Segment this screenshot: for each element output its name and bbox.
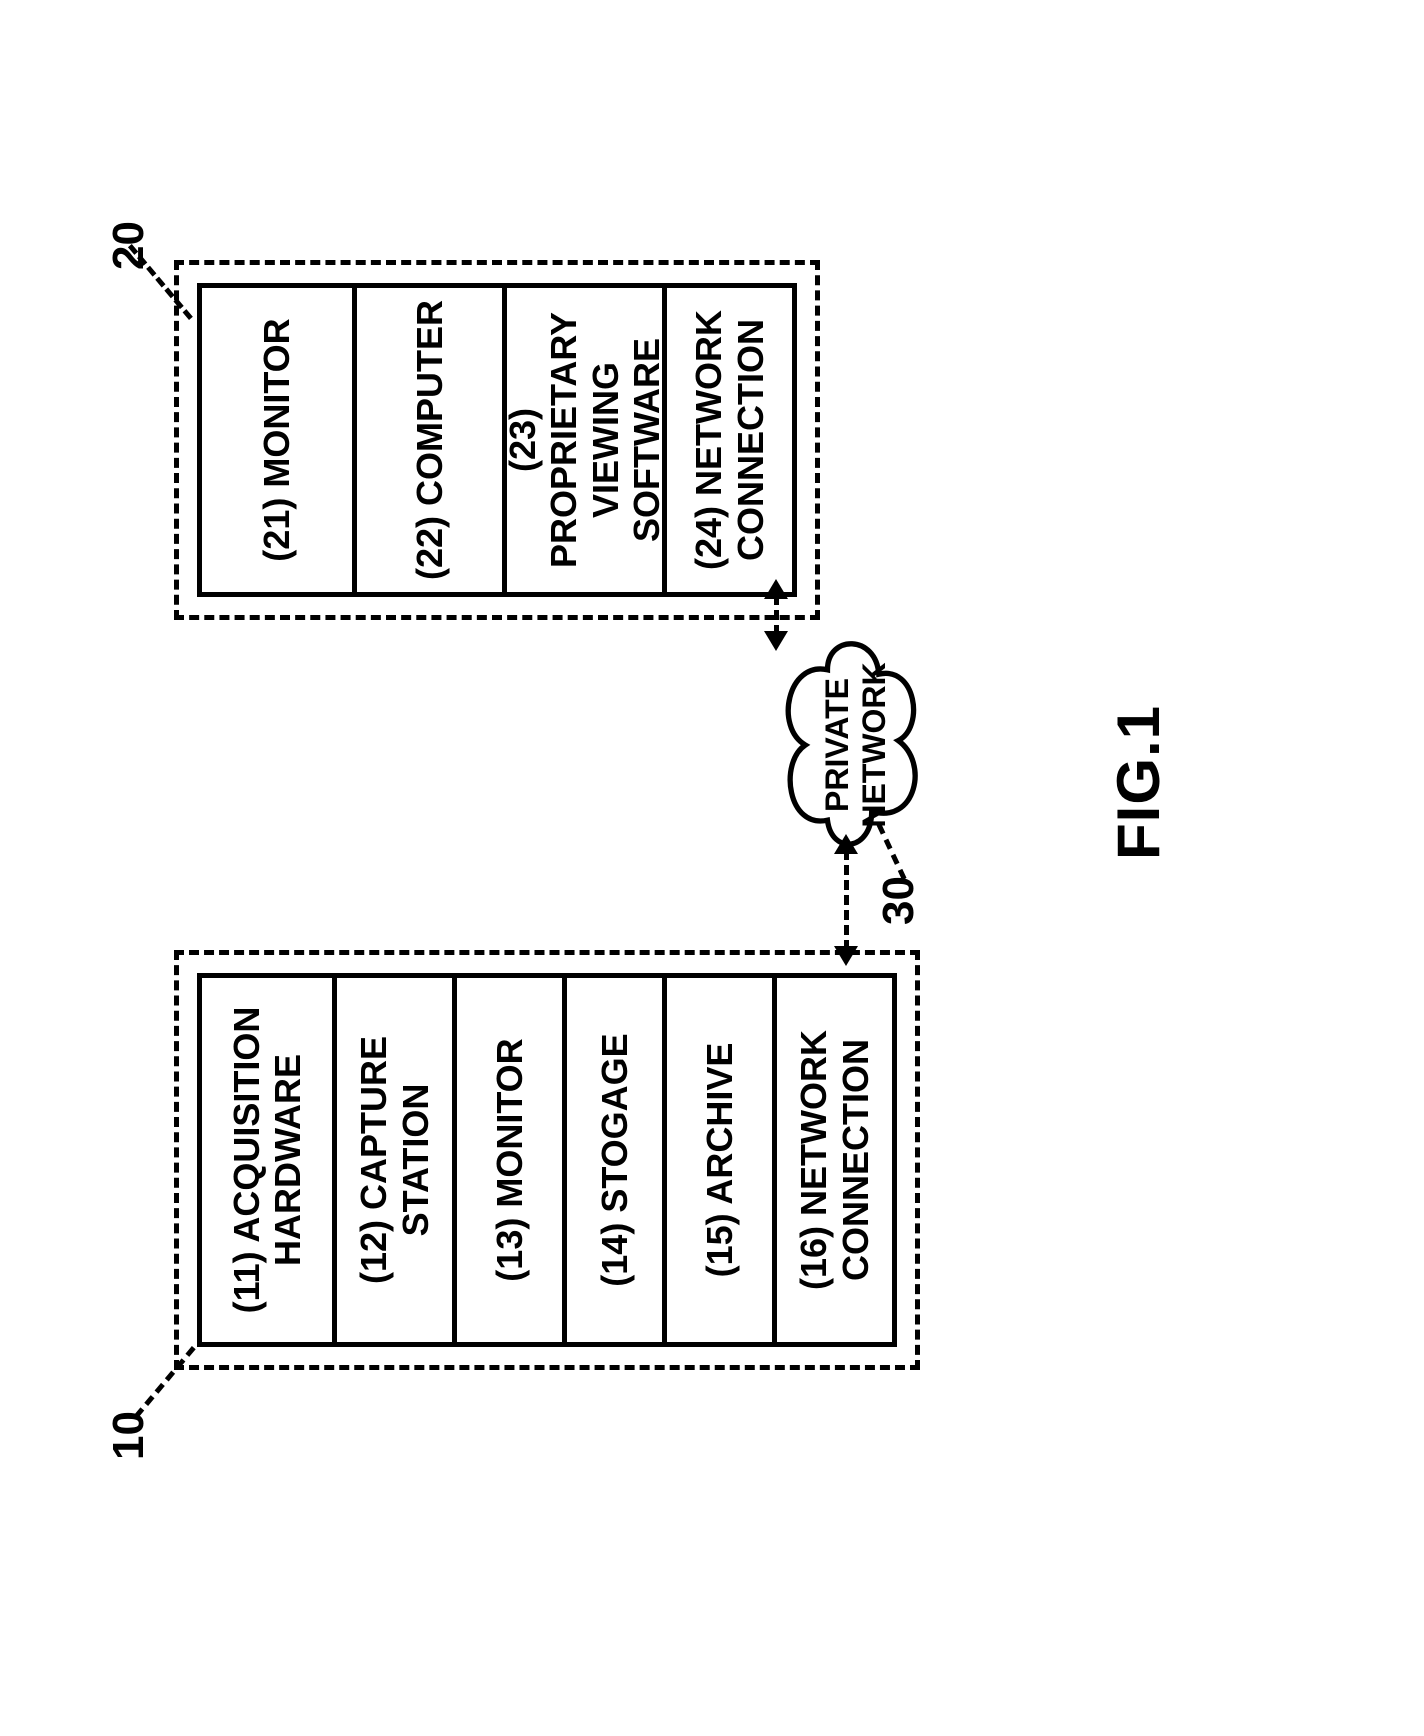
cell-14: (14) STOGAGE <box>567 973 667 1347</box>
lead-10 <box>134 1346 196 1418</box>
cloud-label: PRIVATE NETWORK <box>819 660 893 830</box>
ref-label-30: 30 <box>874 876 924 925</box>
figure-label: FIG.1 <box>1104 705 1173 860</box>
cell-23: (23) PROPRIETARY VIEWING SOFTWARE <box>507 283 667 597</box>
ref-label-10: 10 <box>104 1411 154 1460</box>
arrow-left-1 <box>764 631 788 651</box>
cell-22: (22) COMPUTER <box>357 283 507 597</box>
cell-24: (24) NETWORK CONNECTION <box>667 283 797 597</box>
cell-12: (12) CAPTURE STATION <box>337 973 457 1347</box>
arrow-right-0 <box>834 834 858 854</box>
cell-21: (21) MONITOR <box>197 283 357 597</box>
box-group-10: (11) ACQUISITION HARDWARE(12) CAPTURE ST… <box>174 950 920 1370</box>
cell-13: (13) MONITOR <box>457 973 567 1347</box>
connection-1 <box>774 595 779 635</box>
box-group-20: (21) MONITOR(22) COMPUTER(23) PROPRIETAR… <box>174 260 820 620</box>
cell-15: (15) ARCHIVE <box>667 973 777 1347</box>
arrow-left-0 <box>834 946 858 966</box>
cell-11: (11) ACQUISITION HARDWARE <box>197 973 337 1347</box>
arrow-right-1 <box>764 579 788 599</box>
cell-16: (16) NETWORK CONNECTION <box>777 973 897 1347</box>
connection-0 <box>844 850 849 950</box>
